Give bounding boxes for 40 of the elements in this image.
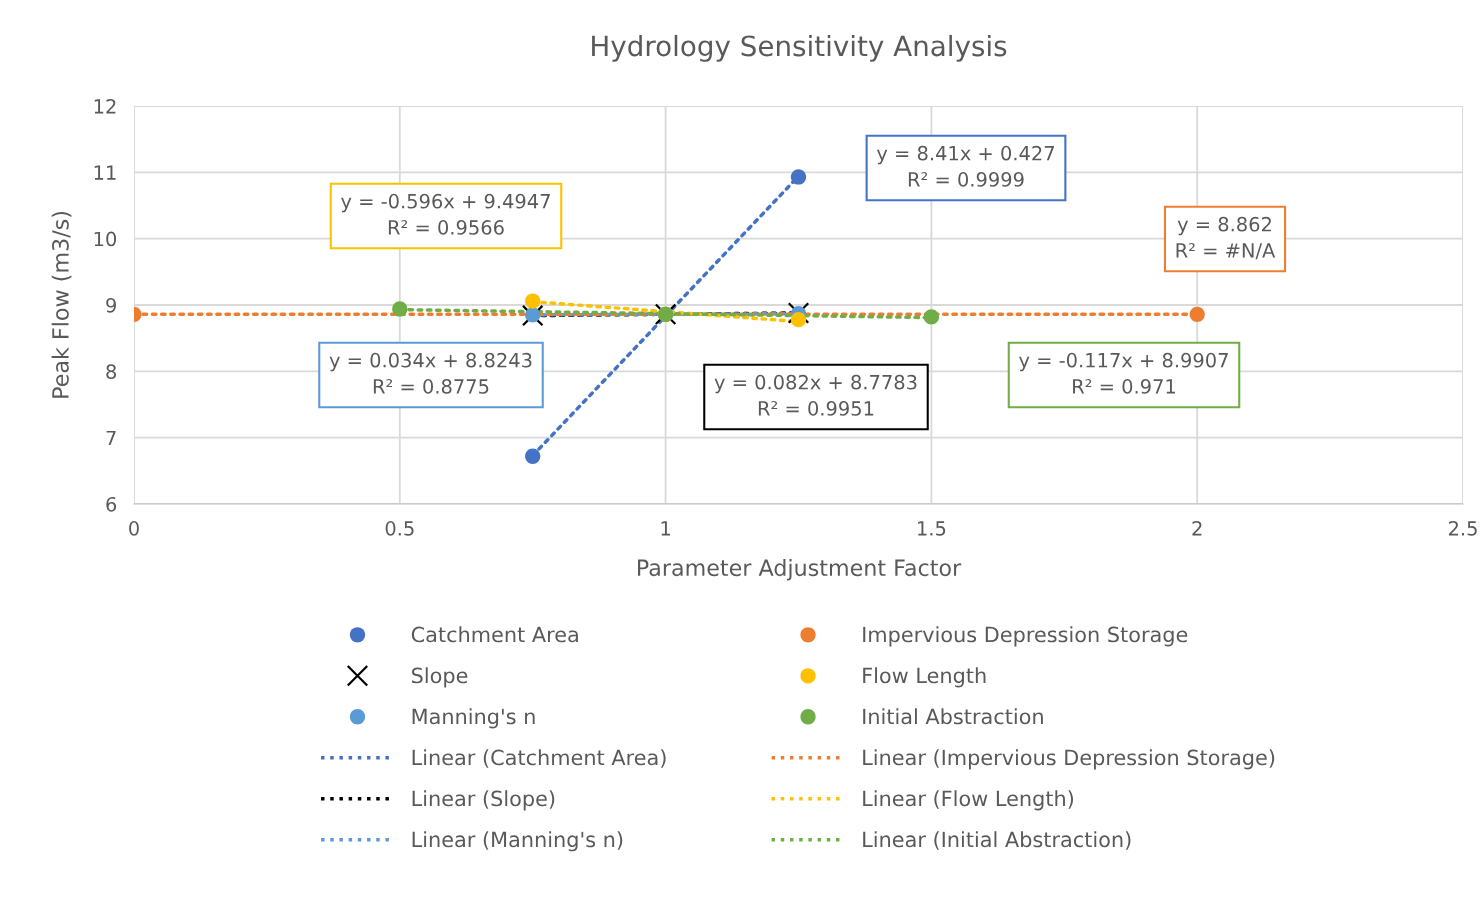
y-tick-label: 10 [94, 231, 117, 247]
x-tick-label: 0 [129, 521, 139, 536]
y-tick-label: 12 [94, 98, 116, 114]
y-tick-label: 9 [106, 297, 116, 313]
legend-label: Linear (Impervious Depression Storage) [863, 749, 1275, 770]
x-tick-label: 1 [661, 521, 670, 536]
y-axis-title: Peak Flow (m3/s) [51, 212, 72, 398]
annotation: y = -0.117x + 8.9907 R² = 0.971 [1019, 352, 1228, 394]
point [525, 448, 541, 464]
legend-label: Slope [411, 667, 468, 688]
legend-label: Linear (Initial Abstraction) [863, 831, 1131, 850]
chart-title: Hydrology Sensitivity Analysis [592, 34, 1007, 62]
point [923, 309, 940, 325]
legend-label: Linear (Slope) [412, 790, 555, 811]
point [790, 169, 807, 185]
legend-label: Flow Length [863, 667, 986, 688]
y-tick-label: 6 [106, 496, 117, 512]
legend-label: Linear (Flow Length) [863, 790, 1074, 811]
x-tick-label: 2 [1192, 521, 1202, 536]
annotation: y = 8.41x + 0.427 R² = 0.9999 [876, 145, 1054, 187]
legend-label: Manning's n [412, 708, 535, 729]
annotation: y = -0.596x + 9.4947 R² = 0.9566 [341, 193, 550, 235]
legend-label: Catchment Area [411, 626, 578, 643]
y-tick-label: 8 [106, 364, 116, 379]
legend-label: Linear (Catchment Area) [412, 749, 666, 768]
annotation: y = 0.034x + 8.8243 R² = 0.8775 [329, 352, 532, 394]
point [392, 301, 408, 317]
x-tick-label: 2.5 [1448, 521, 1477, 536]
y-tick-label: 7 [106, 430, 116, 446]
legend-label: Linear (Manning's n) [412, 831, 623, 852]
annotation: y = 0.082x + 8.7783 R² = 0.9951 [714, 374, 917, 416]
x-tick-label: 1.5 [918, 521, 946, 536]
x-axis-title: Parameter Adjustment Factor [638, 558, 962, 581]
annotation: y = 8.862 R² = #N/A [1176, 216, 1276, 260]
point [525, 293, 541, 309]
point [790, 311, 807, 328]
legend-label: Impervious Depression Storage [863, 626, 1188, 647]
legend-label: Initial Abstraction [863, 708, 1043, 725]
y-tick-label: 11 [94, 165, 116, 180]
x-tick-label: 0.5 [385, 521, 414, 536]
